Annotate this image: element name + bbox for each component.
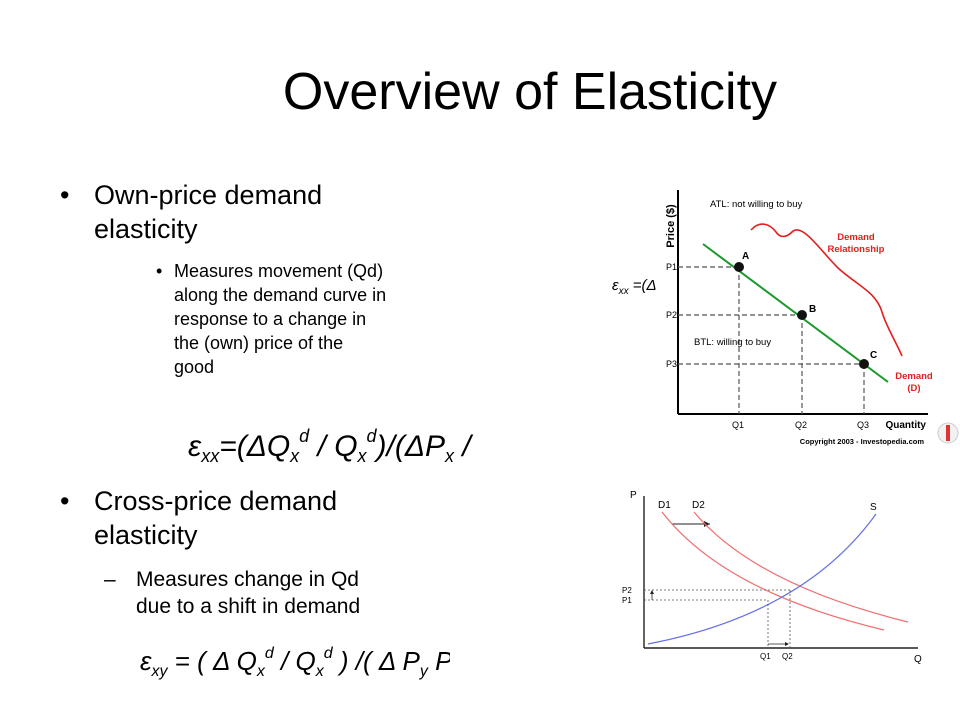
demand-curve-d1 xyxy=(661,511,885,631)
y-axis-label: P xyxy=(630,490,637,501)
point-c-label: C xyxy=(870,350,877,361)
svg-text:εxx=(ΔQxd / Qxd)/(ΔPx / Px): εxx=(ΔQxd / Qxd)/(ΔPx / Px) xyxy=(188,426,478,466)
relationship-label-line1: Demand xyxy=(837,232,875,243)
tick-q2: Q2 xyxy=(782,652,793,661)
tick-p1: P1 xyxy=(622,596,632,605)
x-axis-label: Q xyxy=(914,654,922,665)
point-b-label: B xyxy=(809,304,816,315)
investopedia-logo-icon xyxy=(937,422,959,444)
formula-cross-price-svg: εxy = ( Δ Qxd / Qxd ) /( Δ Py Py ) xyxy=(140,645,476,680)
bullet-marker: • xyxy=(60,180,70,210)
point-b xyxy=(797,310,807,320)
dashed-guides xyxy=(678,266,865,414)
point-a xyxy=(734,262,744,272)
demand-curve-d2 xyxy=(693,511,909,623)
point-c xyxy=(859,359,869,369)
bullet-marker: • xyxy=(60,486,70,516)
bullet-own-price: • Own-price demand elasticity xyxy=(60,178,400,248)
bullet-cross-price: • Cross-price demand elasticity xyxy=(60,484,400,554)
slide-title: Overview of Elasticity xyxy=(282,63,778,121)
supply-curve xyxy=(647,513,877,645)
tick-q2: Q2 xyxy=(795,420,807,430)
tick-p1: P1 xyxy=(666,262,677,272)
demand-label-line2: (D) xyxy=(907,383,920,394)
tick-p3: P3 xyxy=(666,359,677,369)
label-d2: D2 xyxy=(692,500,705,511)
sub-bullet-marker: – xyxy=(104,568,116,591)
price-shift-arrow-head xyxy=(650,590,654,594)
svg-text:εxx =(Δ: εxx =(Δ xyxy=(612,277,657,297)
formula-cross-price: εxy = ( Δ Qxd / Qxd ) /( Δ Py Py ) xyxy=(140,640,476,691)
overlay-partial-formula-svg: εxx =(Δ xyxy=(612,277,657,297)
formula-own-price: εxx=(ΔQxd / Qxd)/(ΔPx / Px) xyxy=(188,418,518,478)
demand-curve-figure: Price ($) Quantity A B C P1 P2 P3 Q1 Q2 … xyxy=(665,190,959,446)
tick-q1: Q1 xyxy=(760,652,771,661)
copyright-text: Copyright 2003 - Investopedia.com xyxy=(800,437,925,446)
sub-bullet-own-price-text: Measures movement (Qd) along the demand … xyxy=(174,261,387,377)
formula-own-price-svg: εxx=(ΔQxd / Qxd)/(ΔPx / Px) xyxy=(188,426,518,466)
label-d1: D1 xyxy=(658,500,671,511)
svg-text:εxy = ( Δ Qxd / Qxd ) /( Δ Py: εxy = ( Δ Qxd / Qxd ) /( Δ Py Py ) xyxy=(140,645,450,680)
tick-q1: Q1 xyxy=(732,420,744,430)
demand-shift-figure: P Q D1 D2 S P2 P1 Q1 Q2 xyxy=(622,490,922,665)
btl-text: BTL: willing to buy xyxy=(694,337,771,348)
atl-text: ATL: not willing to buy xyxy=(710,199,802,210)
point-a-label: A xyxy=(742,251,749,262)
x-axis-label: Quantity xyxy=(885,420,926,431)
demand-line xyxy=(702,243,889,383)
shift-arrow-head xyxy=(704,521,710,527)
sub-bullet-own-price: • Measures movement (Qd) along the deman… xyxy=(156,259,476,384)
tick-p2: P2 xyxy=(666,310,677,320)
y-axis-label: Price ($) xyxy=(665,204,677,248)
tick-p2: P2 xyxy=(622,586,632,595)
bullet-own-price-text: Own-price demand elasticity xyxy=(94,180,323,244)
label-s: S xyxy=(870,502,877,513)
tick-q3: Q3 xyxy=(857,420,869,430)
sub-bullet-cross-price: – Measures change in Qd due to a shift i… xyxy=(104,566,444,626)
sub-bullet-marker: • xyxy=(156,261,163,281)
demand-label-line1: Demand xyxy=(895,371,933,382)
relationship-label-line2: Relationship xyxy=(827,244,884,255)
bullet-cross-price-text: Cross-price demand elasticity xyxy=(94,486,338,550)
annotation-brace xyxy=(750,223,903,357)
overlay-partial-formula: εxx =(Δ xyxy=(612,274,668,303)
sub-bullet-cross-price-text: Measures change in Qd due to a shift in … xyxy=(136,568,361,618)
qty-shift-arrow-head xyxy=(785,642,789,646)
dotted-guides xyxy=(644,589,791,648)
